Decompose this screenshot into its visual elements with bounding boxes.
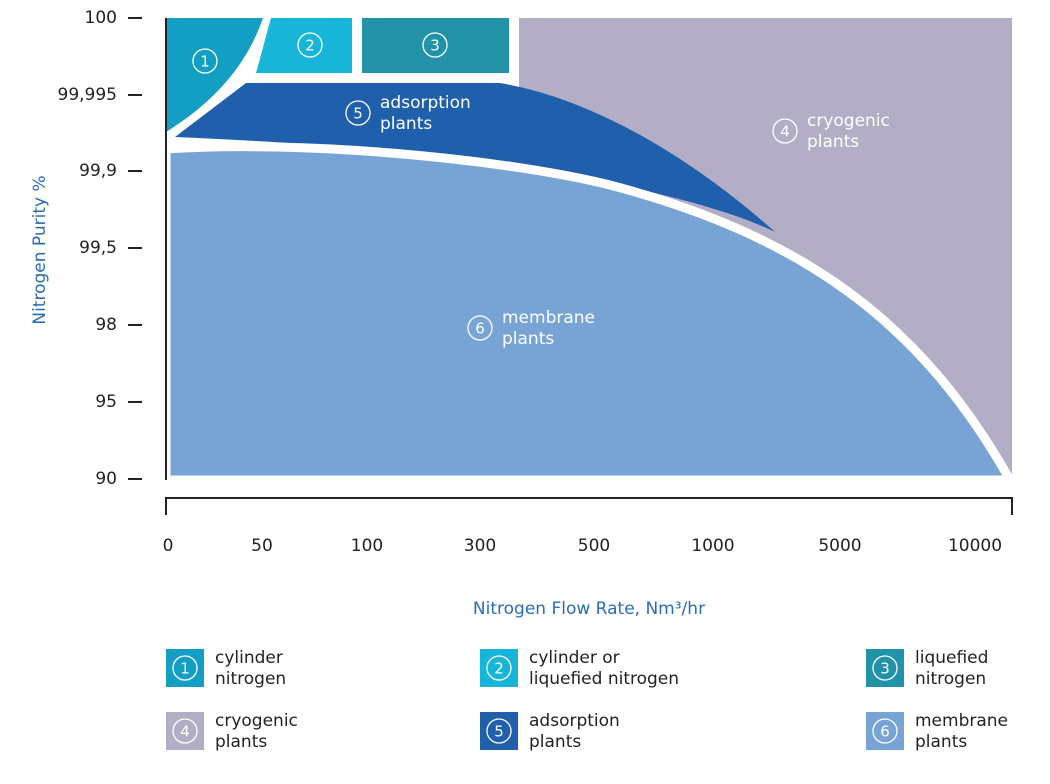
legend-label: plants bbox=[915, 732, 967, 752]
region-label: membrane bbox=[502, 308, 595, 328]
region-label: adsorption bbox=[380, 93, 471, 113]
legend-number-circle bbox=[486, 655, 512, 681]
x-axis-bracket bbox=[165, 497, 1013, 515]
x-tick-label: 1000 bbox=[691, 536, 734, 556]
y-tick-label: 99,5 bbox=[79, 238, 117, 258]
region bbox=[362, 18, 509, 73]
region-number-circle bbox=[422, 32, 448, 58]
regions bbox=[161, 18, 1018, 485]
x-tick-label: 300 bbox=[464, 536, 496, 556]
region bbox=[166, 18, 263, 132]
region bbox=[256, 18, 352, 73]
region-label: plants bbox=[502, 329, 554, 349]
legend-swatch bbox=[166, 649, 204, 687]
y-tick-label: 98 bbox=[95, 315, 117, 335]
y-tick-label: 100 bbox=[85, 8, 117, 28]
region-number-circle bbox=[192, 48, 218, 74]
legend-number-circle bbox=[172, 655, 198, 681]
legend-swatch bbox=[480, 712, 518, 750]
legend-number: 2 bbox=[494, 660, 504, 678]
region-number-circle bbox=[345, 100, 371, 126]
y-axis-label: Nitrogen Purity % bbox=[30, 175, 50, 324]
region-number: 4 bbox=[780, 123, 790, 141]
legend-label: cylinder bbox=[215, 648, 283, 668]
legend-swatch bbox=[866, 649, 904, 687]
x-tick-label: 0 bbox=[163, 536, 174, 556]
legend-label: adsorption bbox=[529, 711, 620, 731]
legend-label: plants bbox=[529, 732, 581, 752]
legend-number: 1 bbox=[180, 660, 190, 678]
legend-number: 4 bbox=[180, 723, 190, 741]
legend-swatch bbox=[866, 712, 904, 750]
legend-label: nitrogen bbox=[215, 669, 286, 689]
region-number-circle bbox=[297, 32, 323, 58]
x-tick-label: 50 bbox=[251, 536, 273, 556]
legend-label: cryogenic bbox=[215, 711, 298, 731]
x-tick-label: 500 bbox=[578, 536, 610, 556]
legend-label: cylinder or bbox=[529, 648, 620, 668]
x-axis-label: Nitrogen Flow Rate, Nm³/hr bbox=[473, 599, 705, 619]
legend-number-circle bbox=[872, 718, 898, 744]
region-number: 3 bbox=[430, 37, 440, 55]
legend-number: 3 bbox=[880, 660, 890, 678]
region-number: 2 bbox=[305, 37, 315, 55]
legend-label: liquefied bbox=[915, 648, 988, 668]
legend-number-circle bbox=[872, 655, 898, 681]
legend-number: 6 bbox=[880, 723, 890, 741]
legend-label: nitrogen bbox=[915, 669, 986, 689]
legend-swatch bbox=[166, 712, 204, 750]
region-label: plants bbox=[807, 132, 859, 152]
region-label: cryogenic bbox=[807, 111, 890, 131]
y-tick-label: 95 bbox=[95, 392, 117, 412]
legend-label: membrane bbox=[915, 711, 1008, 731]
x-tick-label: 5000 bbox=[818, 536, 861, 556]
region-number-circle bbox=[467, 315, 493, 341]
y-tick-label: 99,9 bbox=[79, 161, 117, 181]
region-number: 6 bbox=[475, 320, 485, 338]
legend-swatch bbox=[480, 649, 518, 687]
region-number: 1 bbox=[200, 53, 210, 71]
region-number-circle bbox=[772, 118, 798, 144]
legend-label: liquefied nitrogen bbox=[529, 669, 679, 689]
y-tick-label: 90 bbox=[95, 469, 117, 489]
legend-number-circle bbox=[172, 718, 198, 744]
region-label: plants bbox=[380, 114, 432, 134]
x-tick-label: 10000 bbox=[948, 536, 1002, 556]
legend-label: plants bbox=[215, 732, 267, 752]
region-number: 5 bbox=[353, 105, 363, 123]
x-tick-label: 100 bbox=[351, 536, 383, 556]
legend-number: 5 bbox=[494, 723, 504, 741]
legend-number-circle bbox=[486, 718, 512, 744]
region bbox=[161, 142, 1018, 485]
y-tick-label: 99,995 bbox=[58, 85, 117, 105]
